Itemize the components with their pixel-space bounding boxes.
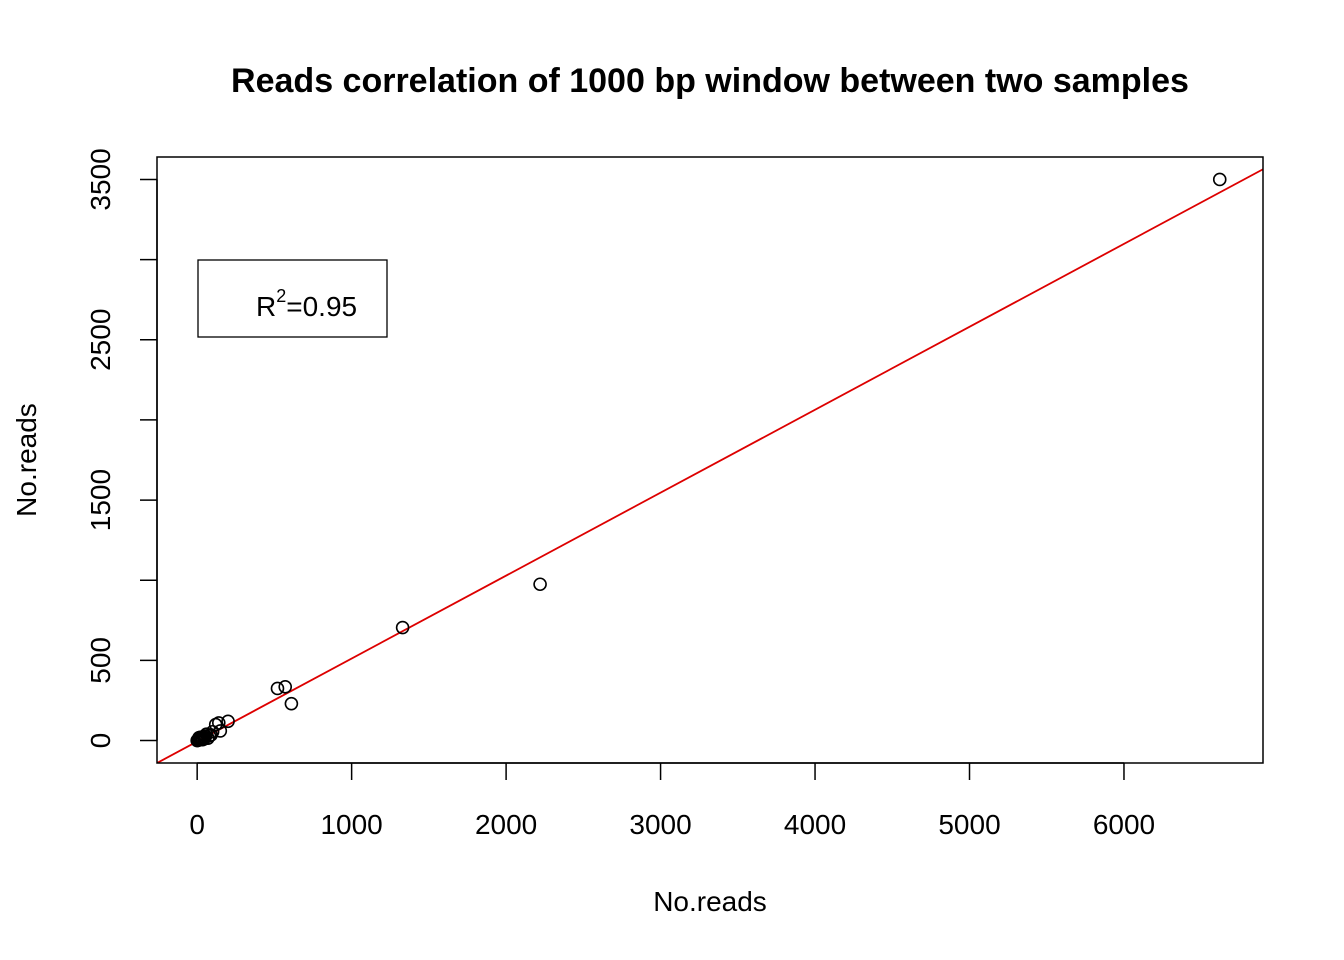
data-point <box>1212 172 1227 187</box>
data-point <box>192 730 206 745</box>
y-axis-label: No.reads <box>11 403 42 517</box>
x-tick-label: 3000 <box>629 809 691 840</box>
x-tick-label: 0 <box>189 809 205 840</box>
data-point <box>221 714 235 729</box>
legend-box <box>197 259 388 338</box>
y-tick-label: 1500 <box>85 469 116 531</box>
x-tick-label: 4000 <box>784 809 846 840</box>
points-layer <box>190 172 1227 748</box>
data-point <box>270 681 285 696</box>
legend: R2=0.95 <box>197 259 388 338</box>
y-axis: 0 500 1500 2500 3500 <box>85 148 158 749</box>
legend-label: R2=0.95 <box>256 286 357 322</box>
y-tick-label: 500 <box>85 637 116 684</box>
x-tick-label: 6000 <box>1093 809 1155 840</box>
data-point <box>284 696 299 711</box>
x-tick-label: 1000 <box>320 809 382 840</box>
y-tick-label: 0 <box>85 733 116 749</box>
data-point <box>213 724 228 738</box>
x-tick-label: 2000 <box>475 809 537 840</box>
legend-r: R <box>256 291 276 322</box>
x-axis-label: No.reads <box>653 886 767 917</box>
plot-frame <box>156 156 1264 764</box>
legend-superscript: 2 <box>276 286 286 306</box>
data-point <box>198 729 213 743</box>
data-point <box>395 620 410 635</box>
y-tick-label: 2500 <box>85 309 116 371</box>
data-point <box>278 680 293 694</box>
x-tick-label: 5000 <box>938 809 1000 840</box>
x-axis: 0 1000 2000 3000 4000 5000 6000 <box>189 762 1155 840</box>
regression-line <box>157 168 1263 763</box>
chart-title: Reads correlation of 1000 bp window betw… <box>231 62 1189 100</box>
data-point <box>533 577 547 592</box>
y-tick-label: 3500 <box>85 148 116 210</box>
legend-value: =0.95 <box>286 291 357 322</box>
